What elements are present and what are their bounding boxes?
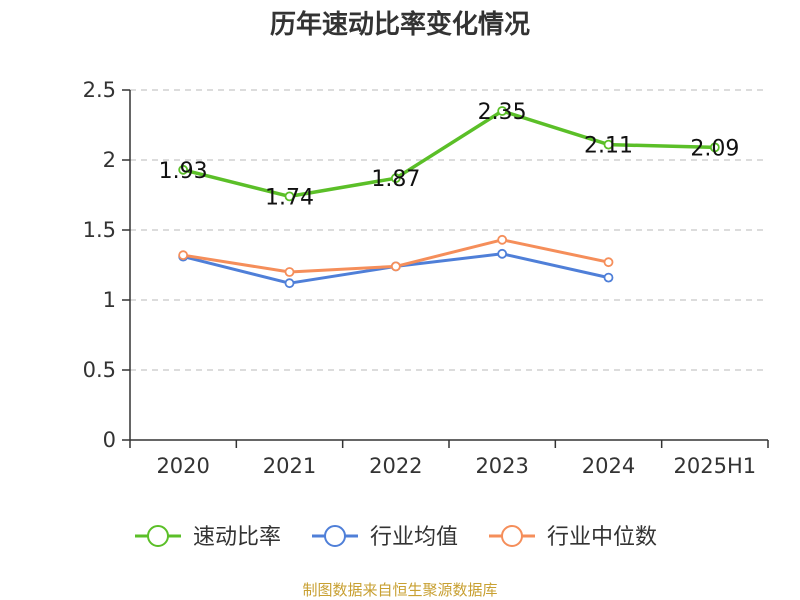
legend-marker (324, 525, 346, 547)
series (178, 106, 720, 289)
series-point (284, 267, 295, 277)
x-tick-label: 2022 (369, 454, 422, 478)
series-point (284, 191, 295, 202)
series-point (497, 234, 508, 245)
y-tick-label: 1 (103, 288, 116, 312)
y-tick-label: 1.5 (83, 218, 116, 242)
y-tick-label: 2.5 (83, 78, 116, 102)
legend-label: 行业中位数 (547, 525, 657, 550)
chart-title: 历年速动比率变化情况 (270, 9, 530, 40)
legend-label: 行业均值 (370, 525, 458, 550)
legend-marker (501, 525, 523, 547)
series-point (390, 173, 401, 184)
x-tick-label: 2024 (582, 454, 635, 478)
x-tick-label: 2021 (263, 454, 316, 478)
series-point (390, 261, 401, 272)
series-point (603, 257, 614, 268)
data-label: 2.35 (478, 100, 527, 125)
series-point (178, 164, 189, 175)
legend-marker (147, 525, 169, 547)
legend-label: 速动比率 (193, 525, 281, 550)
series-point (709, 142, 720, 153)
data-label: 2.09 (690, 136, 739, 161)
series-point (178, 250, 189, 261)
y-tick-label: 0 (103, 428, 116, 452)
legend-item-0[interactable]: 速动比率 (135, 525, 281, 550)
y-tick-label: 0.5 (83, 358, 116, 382)
data-label: 1.93 (159, 159, 208, 184)
series-line-0 (182, 109, 715, 199)
legend[interactable]: 速动比率 行业均值 行业中位数 (135, 525, 657, 550)
series-point (497, 248, 508, 259)
series-point (497, 106, 508, 116)
x-tick-label: 2025H1 (674, 454, 757, 478)
series-point (603, 272, 614, 283)
source-note: 制图数据来自恒生聚源数据库 (302, 581, 497, 599)
axes: 0 0.5 1 1.5 2 2.5 2020 2021 2022 2023 2024 2025H1 (83, 78, 769, 478)
series-point (603, 139, 614, 150)
legend-item-1[interactable]: 行业均值 (312, 525, 458, 550)
y-tick-label: 2 (103, 148, 116, 172)
data-labels: 1.93 1.74 1.87 2.35 2.11 2.09 (159, 100, 740, 210)
grid (130, 89, 768, 371)
data-label: 1.74 (265, 185, 314, 210)
data-label: 1.87 (371, 167, 420, 192)
legend-item-2[interactable]: 行业中位数 (489, 525, 657, 550)
data-label: 2.11 (584, 134, 633, 159)
x-tick-label: 2023 (475, 454, 528, 478)
x-tick-label: 2020 (156, 454, 209, 478)
series-point (284, 278, 295, 289)
